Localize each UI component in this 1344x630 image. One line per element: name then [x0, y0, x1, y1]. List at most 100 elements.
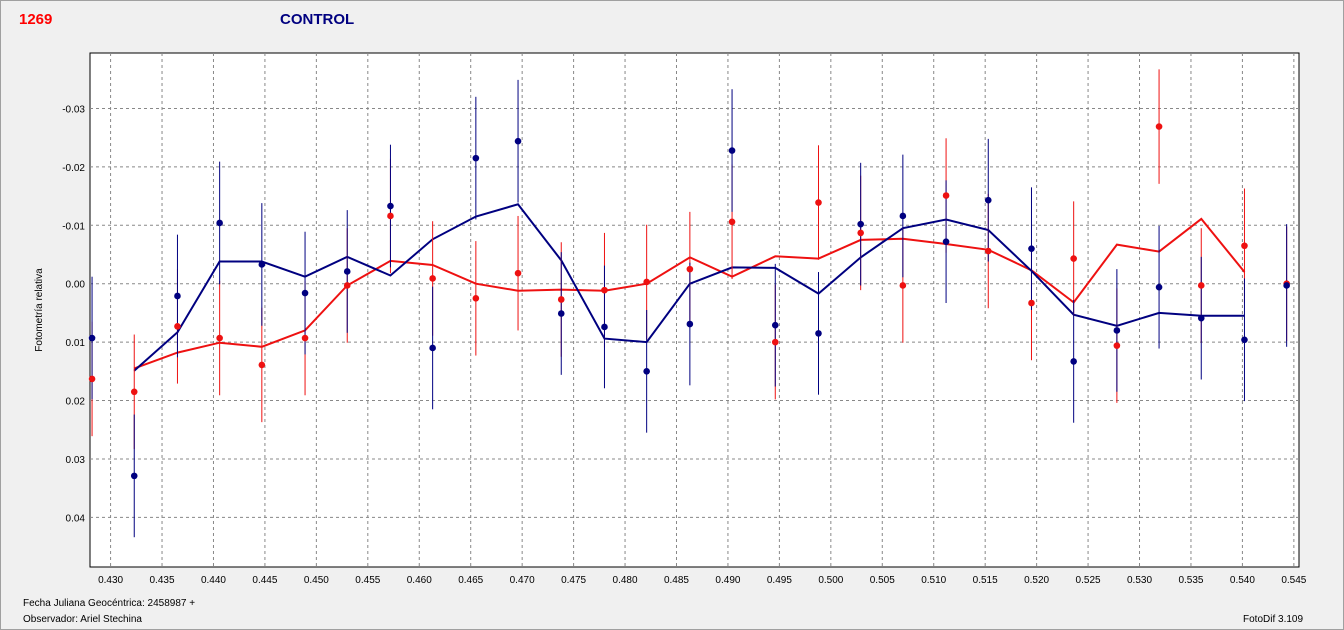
data-point-series-2: [216, 219, 223, 227]
data-point-series-1: [557, 296, 565, 303]
data-point-series-2: [88, 334, 96, 342]
date-label: Fecha Juliana Geocéntrica: 2458987 +: [23, 598, 196, 609]
data-point-series-2: [258, 261, 266, 268]
data-point-series-1: [857, 229, 864, 237]
data-points: [88, 69, 1290, 538]
data-point-series-1: [1241, 242, 1248, 250]
data-point-series-1: [1113, 342, 1121, 349]
x-tick-label: 0.535: [1178, 575, 1203, 586]
data-point-series-2: [343, 268, 351, 275]
x-tick-label: 0.455: [355, 575, 380, 586]
x-tick-label: 0.515: [973, 575, 998, 586]
x-tick-label: 0.500: [818, 575, 843, 586]
x-tick-label: 0.490: [715, 575, 740, 586]
y-tick-label: 0.00: [66, 280, 86, 291]
data-point-series-1: [1070, 255, 1077, 262]
x-tick-label: 0.540: [1230, 575, 1255, 586]
data-point-series-2: [643, 368, 650, 375]
x-tick-label: 0.525: [1076, 575, 1101, 586]
x-axis-ticks: 0.430 0.435 0.440 0.445 0.450 0.455 0.460 0.465…: [98, 575, 1307, 586]
plot-background: [89, 52, 1300, 568]
data-point-series-2: [174, 292, 181, 300]
y-axis-ticks: -0.03 -0.02 -0.01 0.00 0.01 0.02 0.03 0.04: [62, 104, 85, 524]
data-point-series-1: [216, 334, 223, 342]
data-point-series-1: [1155, 123, 1163, 130]
y-tick-label: 0.04: [66, 513, 86, 524]
data-point-series-2: [728, 147, 736, 154]
data-point-series-2: [387, 202, 394, 210]
data-point-series-2: [942, 238, 950, 245]
observer-label: Observador: Ariel Stechina: [23, 614, 142, 625]
data-point-series-2: [1028, 245, 1035, 252]
chart-title: CONTROL: [280, 11, 355, 28]
data-point-series-2: [984, 196, 992, 204]
data-point-series-1: [728, 218, 736, 226]
data-point-series-2: [601, 323, 608, 331]
x-tick-label: 0.435: [150, 575, 175, 586]
data-point-series-2: [1241, 336, 1248, 344]
data-point-series-1: [984, 247, 992, 255]
software-label: FotoDif 3.109: [1243, 614, 1304, 625]
data-point-series-2: [1197, 314, 1205, 322]
data-point-series-1: [174, 323, 181, 330]
data-point-series-2: [771, 321, 779, 329]
data-point-series-2: [472, 154, 480, 162]
data-point-series-1: [771, 338, 779, 346]
data-point-series-1: [643, 278, 650, 286]
data-point-series-2: [1283, 282, 1290, 289]
x-tick-label: 0.485: [664, 575, 689, 586]
x-tick-label: 0.505: [870, 575, 895, 586]
data-point-series-2: [429, 344, 436, 352]
x-tick-label: 0.465: [458, 575, 483, 586]
data-point-series-2: [857, 220, 864, 228]
data-point-series-2: [899, 212, 907, 220]
data-point-series-1: [472, 295, 480, 302]
x-tick-label: 0.495: [767, 575, 792, 586]
y-tick-label: 0.02: [66, 397, 86, 408]
x-tick-label: 0.470: [510, 575, 535, 586]
data-point-series-1: [1197, 282, 1205, 289]
x-tick-label: 0.460: [407, 575, 432, 586]
data-point-series-2: [1113, 327, 1121, 334]
x-tick-label: 0.440: [201, 575, 226, 586]
data-point-series-1: [88, 375, 96, 383]
y-tick-label: -0.01: [62, 221, 85, 232]
data-point-series-1: [601, 286, 608, 294]
y-tick-label: 0.01: [66, 338, 86, 349]
y-tick-label: -0.02: [62, 163, 85, 174]
y-axis-label: Fotometría relativa: [34, 268, 45, 352]
y-tick-label: -0.03: [62, 104, 85, 115]
x-tick-label: 0.530: [1127, 575, 1152, 586]
data-point-series-2: [130, 472, 138, 480]
object-number: 1269: [19, 11, 53, 28]
x-tick-label: 0.480: [613, 575, 638, 586]
data-point-series-1: [815, 199, 822, 206]
data-point-series-1: [686, 265, 694, 273]
plot-area: 0.430 0.435 0.440 0.445 0.450 0.455 0.460 0.465…: [34, 52, 1307, 586]
data-point-series-1: [429, 275, 436, 282]
x-tick-label: 0.450: [304, 575, 329, 586]
data-point-series-1: [514, 269, 522, 277]
data-point-series-1: [130, 388, 138, 396]
data-point-series-2: [557, 310, 565, 317]
data-point-series-2: [815, 330, 822, 337]
data-point-series-1: [301, 334, 309, 342]
data-point-series-1: [258, 361, 266, 369]
data-point-series-2: [1155, 283, 1163, 291]
y-tick-label: 0.03: [66, 455, 86, 466]
x-tick-label: 0.445: [252, 575, 277, 586]
data-point-series-2: [686, 320, 694, 328]
data-point-series-1: [1028, 299, 1035, 307]
data-point-series-2: [514, 137, 522, 145]
x-tick-label: 0.520: [1024, 575, 1049, 586]
data-point-series-1: [942, 192, 950, 199]
x-tick-label: 0.430: [98, 575, 123, 586]
x-tick-label: 0.545: [1281, 575, 1306, 586]
data-point-series-1: [387, 212, 394, 220]
x-tick-label: 0.475: [561, 575, 586, 586]
data-point-series-1: [343, 282, 351, 289]
data-point-series-2: [301, 289, 309, 297]
grid-lines: [90, 53, 1299, 567]
data-point-series-1: [899, 282, 907, 289]
